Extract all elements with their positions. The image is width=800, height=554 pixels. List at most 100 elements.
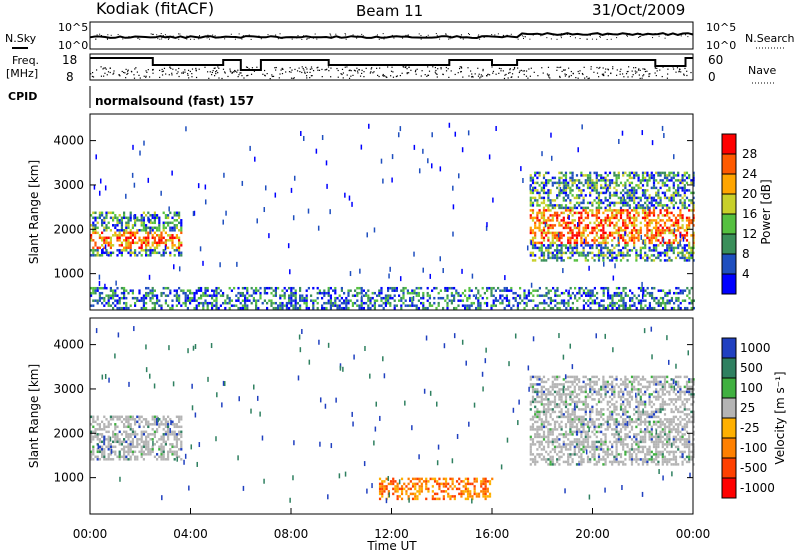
echo-cell	[123, 445, 126, 449]
echo-cell	[217, 306, 220, 310]
echo-cell	[125, 226, 128, 230]
echo-cell	[151, 438, 154, 441]
echo-cell	[600, 201, 603, 205]
echo-cell	[281, 294, 284, 297]
echo-cell	[589, 221, 592, 225]
echo-cell	[644, 206, 647, 210]
echo-cell	[562, 413, 565, 416]
echo-cell	[287, 243, 290, 249]
echo-cell	[226, 301, 229, 305]
echo-cell	[666, 204, 669, 207]
echo-cell	[540, 231, 543, 235]
echo-cell	[591, 211, 594, 215]
echo-cell	[288, 306, 291, 310]
echo-cell	[156, 226, 159, 230]
echo-cell	[580, 201, 583, 205]
echo-cell	[96, 251, 99, 255]
echo-cell	[615, 209, 618, 212]
echo-cell	[118, 450, 121, 454]
echo-cell	[571, 390, 574, 394]
echo-cell	[112, 289, 115, 292]
echo-cell	[153, 301, 156, 305]
nave-dot	[478, 73, 480, 75]
echo-cell	[681, 204, 684, 207]
echo-cell	[670, 176, 673, 180]
echo-cell	[595, 224, 598, 227]
echo-cell	[274, 294, 277, 297]
echo-cell	[624, 294, 627, 297]
echo-cell	[626, 201, 629, 205]
echo-cell	[508, 304, 511, 307]
echo-cell	[415, 291, 418, 295]
nave-dot	[349, 69, 351, 71]
echo-cell	[613, 204, 616, 207]
echo-cell	[540, 241, 543, 245]
nave-dot	[590, 66, 592, 68]
echo-cell	[248, 299, 251, 302]
echo-cell	[180, 435, 183, 439]
echo-cell	[586, 224, 590, 227]
echo-cell	[204, 184, 207, 190]
echo-cell	[620, 304, 623, 307]
echo-cell	[244, 304, 247, 307]
nave-dot	[471, 75, 473, 78]
echo-cell	[153, 455, 156, 459]
nsearch-dot	[448, 38, 450, 40]
echo-cell	[571, 254, 574, 257]
echo-cell	[534, 241, 537, 245]
echo-cell	[562, 453, 565, 456]
echo-cell	[663, 174, 667, 177]
echo-cell	[96, 455, 99, 459]
echo-cell	[175, 450, 178, 454]
echo-cell	[274, 289, 277, 292]
echo-cell	[147, 231, 150, 235]
echo-cell	[575, 445, 579, 449]
echo-cell	[560, 244, 563, 247]
nave-dot	[161, 68, 163, 71]
echo-cell	[536, 420, 539, 424]
echo-cell	[134, 423, 137, 426]
nave-dot	[233, 71, 235, 73]
echo-cell	[613, 171, 616, 175]
echo-cell	[450, 299, 453, 302]
echo-cell	[692, 196, 695, 200]
echo-cell	[92, 453, 95, 456]
noise-tick-left-top: 10^5	[58, 21, 88, 34]
echo-cell	[563, 184, 565, 190]
nsearch-dot	[502, 35, 504, 37]
nsky-label: N.Sky	[5, 32, 37, 45]
nave-dot	[346, 66, 348, 68]
echo-cell	[663, 254, 667, 257]
echo-cell	[142, 249, 145, 252]
echo-cell	[545, 184, 548, 187]
echo-cell	[593, 301, 596, 305]
echo-cell	[642, 291, 645, 295]
nave-dot	[564, 73, 566, 75]
echo-cell	[591, 420, 594, 424]
echo-cell	[584, 435, 587, 439]
echo-cell	[123, 211, 126, 215]
echo-cell	[553, 241, 557, 245]
echo-cell	[628, 214, 631, 217]
echo-cell	[628, 236, 631, 240]
echo-cell	[153, 415, 156, 419]
echo-cell	[562, 234, 565, 237]
echo-cell	[512, 304, 515, 307]
echo-cell	[142, 445, 145, 449]
nave-dot	[234, 70, 237, 72]
echo-cell	[162, 423, 165, 426]
nsearch-dot	[478, 34, 480, 36]
echo-cell	[663, 209, 667, 212]
echo-cell	[134, 251, 137, 255]
echo-cell	[329, 301, 332, 305]
echo-cell	[142, 453, 145, 456]
echo-cell	[323, 306, 326, 310]
nave-dot	[468, 75, 470, 77]
echo-cell	[606, 214, 609, 217]
echo-cell	[604, 216, 607, 220]
echo-cell	[90, 304, 93, 307]
echo-cell	[558, 206, 561, 210]
echo-cell	[558, 390, 561, 394]
echo-cell	[531, 418, 535, 421]
echo-cell	[169, 254, 172, 257]
